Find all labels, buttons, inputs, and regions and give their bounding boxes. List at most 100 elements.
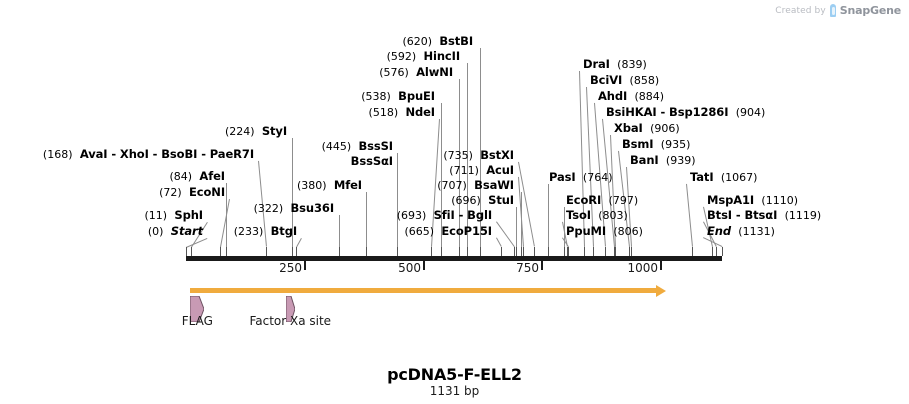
site-enzyme-name: Bsu36I — [290, 201, 335, 215]
restriction-site-label[interactable]: BciVI (858) — [590, 74, 659, 88]
ruler-label: 750 — [516, 261, 539, 275]
site-position: (1067) — [720, 171, 758, 184]
restriction-site-label[interactable]: (233) BtgI — [0, 224, 297, 239]
site-position: (707) — [437, 179, 467, 192]
restriction-site-label[interactable]: MspA1I (1110) — [707, 194, 798, 208]
restriction-site-label[interactable]: (84) AfeI — [0, 170, 226, 184]
restriction-site-label[interactable]: TatI (1067) — [690, 170, 758, 185]
site-position: (322) — [253, 202, 284, 215]
restriction-site-label[interactable]: End (1131) — [707, 225, 775, 239]
site-enzyme-name: PasI — [549, 170, 576, 184]
site-tick — [564, 247, 565, 256]
site-tick — [584, 247, 585, 256]
site-position: (1131) — [738, 225, 775, 238]
restriction-site-label[interactable]: (380) MfeI — [0, 178, 362, 193]
ruler-tick — [660, 261, 662, 270]
restriction-site-label[interactable]: PpuMI (806) — [566, 225, 643, 239]
site-enzyme-name: SfiI - BglI — [433, 208, 493, 222]
site-enzyme-name: BssSI — [358, 139, 393, 153]
site-tick — [220, 247, 221, 256]
site-position: (224) — [224, 125, 255, 138]
site-tick — [605, 247, 606, 256]
site-position: (839) — [617, 58, 647, 71]
ruler-tick — [423, 261, 425, 270]
feature-label: FLAG — [181, 314, 213, 328]
site-tick — [548, 247, 549, 256]
site-tick — [692, 247, 693, 256]
restriction-site-label[interactable]: XbaI (906) — [614, 121, 680, 136]
restriction-site-label[interactable]: (620) BstBI — [0, 34, 473, 49]
site-tick — [186, 247, 187, 256]
restriction-site-label[interactable]: (592) HincII — [0, 49, 461, 64]
ruler-label: 250 — [279, 261, 302, 275]
restriction-site-label[interactable]: (168) AvaI - XhoI - BsoBI - PaeR7I — [0, 148, 254, 162]
restriction-site-label[interactable]: (735) BstXI — [0, 149, 514, 163]
site-tick — [366, 247, 367, 256]
restriction-site-label[interactable]: TsoI (803) — [566, 209, 628, 223]
watermark-prefix: Created by — [775, 5, 826, 16]
restriction-site-label[interactable]: (576) AlwNI — [0, 66, 453, 80]
site-tick — [567, 247, 568, 256]
restriction-site-label[interactable]: BtsI - BtsαI (1119) — [707, 209, 822, 223]
restriction-site-label[interactable]: (11) SphI — [0, 209, 204, 223]
site-enzyme-name: EcoP15I — [441, 224, 492, 238]
site-tick — [516, 247, 517, 256]
plasmid-length: 1131 bp — [429, 384, 480, 398]
restriction-site-label[interactable]: BsiHKAI - Bsp1286I (904) — [606, 105, 765, 120]
site-enzyme-name: BstBI — [439, 34, 473, 48]
restriction-site-label[interactable]: DraI (839) — [583, 58, 647, 72]
restriction-site-label[interactable]: (538) BpuEI — [0, 89, 435, 104]
restriction-site-label[interactable]: (224) StyI — [0, 125, 287, 139]
restriction-site-label[interactable]: (707) BsaWI — [0, 179, 514, 193]
site-tick — [568, 247, 569, 256]
site-enzyme-name: EcoNI — [189, 185, 225, 199]
restriction-site-label[interactable]: BssSαI — [0, 155, 393, 168]
restriction-site-label[interactable]: EcoRI (797) — [566, 194, 639, 208]
restriction-site-label[interactable]: (322) Bsu36I — [0, 201, 335, 216]
site-tick — [191, 247, 192, 256]
site-position: (806) — [613, 225, 643, 238]
restriction-site-label[interactable]: (711) AcuI — [0, 164, 514, 178]
restriction-site-label[interactable]: (518) NdeI — [0, 106, 436, 120]
leader-line — [467, 63, 468, 247]
site-enzyme-name: BsmI — [622, 137, 654, 151]
site-enzyme-name: BtgI — [270, 224, 297, 238]
site-enzyme-name: BpuEI — [398, 89, 435, 103]
site-tick — [722, 247, 723, 256]
restriction-site-label[interactable]: (696) StuI — [0, 194, 514, 208]
site-enzyme-name: BsiHKAI - Bsp1286I — [606, 105, 729, 119]
orf-arrow-body[interactable] — [189, 288, 656, 293]
site-tick — [716, 247, 717, 256]
leader-line — [548, 184, 549, 247]
site-position: (592) — [386, 50, 417, 63]
site-position: (696) — [451, 194, 481, 207]
site-tick — [292, 247, 293, 256]
restriction-site-label[interactable]: (445) BssSI — [0, 139, 394, 154]
site-enzyme-name: HincII — [423, 49, 460, 63]
site-position: (1119) — [784, 209, 822, 222]
site-tick — [266, 247, 267, 256]
restriction-site-label[interactable]: BanI (939) — [630, 154, 696, 168]
restriction-site-label[interactable]: BsmI (935) — [622, 137, 690, 152]
restriction-site-label[interactable]: (0) Start — [0, 225, 203, 239]
restriction-site-label[interactable]: AhdI (884) — [598, 90, 664, 104]
site-enzyme-name: MfeI — [333, 178, 362, 192]
leader-line — [397, 153, 398, 247]
restriction-site-label[interactable]: (693) SfiI - BglI — [0, 208, 493, 223]
restriction-site-label[interactable]: (665) EcoP15I — [0, 224, 493, 239]
leader-line — [480, 48, 481, 247]
site-enzyme-name: XbaI — [614, 121, 643, 135]
site-position: (797) — [608, 194, 639, 207]
restriction-site-label[interactable]: PasI (764) — [549, 170, 613, 185]
site-position: (518) — [368, 106, 399, 119]
site-position: (538) — [361, 90, 391, 103]
ruler-label: 1000 — [627, 261, 658, 275]
site-enzyme-name: TatI — [690, 170, 714, 184]
restriction-site-label[interactable]: (72) EcoNI — [0, 185, 225, 200]
site-tick — [629, 247, 630, 256]
site-tick — [615, 247, 616, 256]
feature-arrow[interactable] — [190, 296, 205, 322]
orf-arrow-head — [655, 284, 666, 297]
feature-arrow[interactable] — [285, 296, 295, 322]
